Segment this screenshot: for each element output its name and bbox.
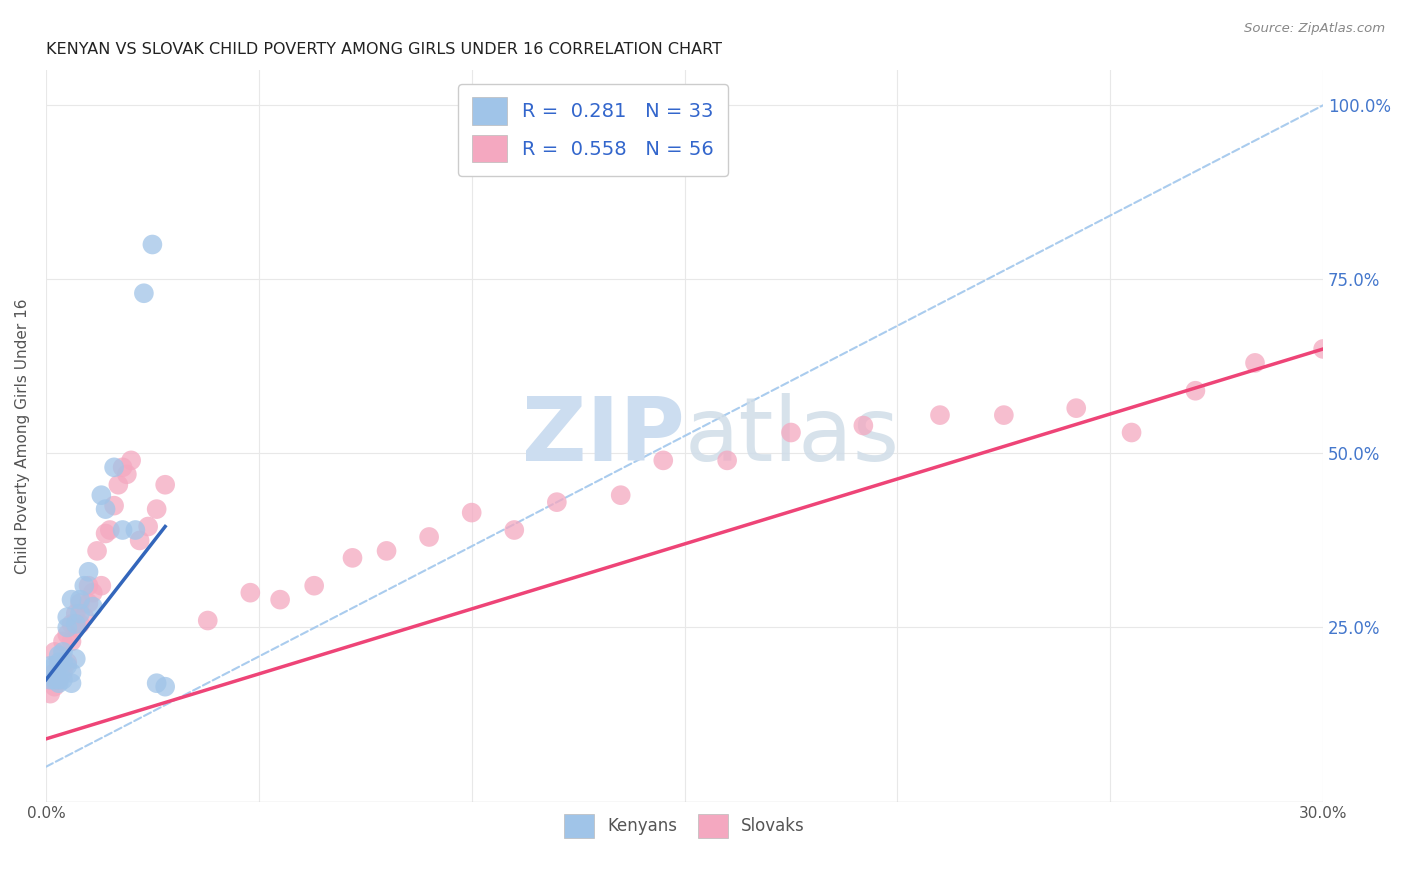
- Point: [60, 676, 83, 690]
- Point: [48, 676, 70, 690]
- Text: atlas: atlas: [685, 392, 900, 480]
- Point: [73, 610, 96, 624]
- Point: [145, 676, 167, 690]
- Point: [94, 526, 117, 541]
- Point: [780, 425, 803, 440]
- Point: [56, 655, 79, 669]
- Point: [69, 617, 91, 632]
- Text: ZIP: ZIP: [522, 392, 685, 480]
- Point: [52, 655, 75, 669]
- Point: [52, 645, 75, 659]
- Point: [269, 592, 291, 607]
- Point: [1121, 425, 1143, 440]
- Point: [342, 550, 364, 565]
- Point: [69, 592, 91, 607]
- Point: [52, 634, 75, 648]
- Point: [460, 506, 482, 520]
- Point: [197, 614, 219, 628]
- Point: [929, 408, 952, 422]
- Point: [60, 592, 83, 607]
- Point: [44, 658, 66, 673]
- Point: [56, 627, 79, 641]
- Point: [107, 477, 129, 491]
- Point: [852, 418, 875, 433]
- Point: [124, 523, 146, 537]
- Point: [145, 502, 167, 516]
- Point: [44, 665, 66, 680]
- Point: [103, 460, 125, 475]
- Point: [302, 579, 325, 593]
- Point: [44, 680, 66, 694]
- Point: [153, 680, 176, 694]
- Point: [103, 499, 125, 513]
- Point: [39, 673, 62, 687]
- Point: [1184, 384, 1206, 398]
- Point: [120, 453, 142, 467]
- Legend: Kenyans, Slovaks: Kenyans, Slovaks: [558, 807, 811, 845]
- Point: [141, 237, 163, 252]
- Point: [39, 658, 62, 673]
- Point: [82, 585, 104, 599]
- Point: [52, 673, 75, 687]
- Point: [1244, 356, 1267, 370]
- Point: [94, 502, 117, 516]
- Point: [90, 579, 112, 593]
- Point: [82, 599, 104, 614]
- Point: [132, 286, 155, 301]
- Point: [98, 523, 121, 537]
- Point: [56, 658, 79, 673]
- Point: [418, 530, 440, 544]
- Point: [86, 544, 108, 558]
- Point: [52, 665, 75, 680]
- Point: [44, 645, 66, 659]
- Point: [128, 533, 150, 548]
- Point: [115, 467, 138, 482]
- Point: [65, 652, 87, 666]
- Point: [44, 673, 66, 687]
- Point: [77, 596, 100, 610]
- Point: [69, 596, 91, 610]
- Point: [48, 658, 70, 673]
- Point: [60, 665, 83, 680]
- Point: [993, 408, 1015, 422]
- Point: [39, 687, 62, 701]
- Point: [69, 607, 91, 621]
- Point: [111, 523, 134, 537]
- Point: [60, 617, 83, 632]
- Point: [48, 673, 70, 687]
- Point: [652, 453, 675, 467]
- Point: [48, 648, 70, 663]
- Text: KENYAN VS SLOVAK CHILD POVERTY AMONG GIRLS UNDER 16 CORRELATION CHART: KENYAN VS SLOVAK CHILD POVERTY AMONG GIR…: [46, 42, 721, 57]
- Point: [56, 620, 79, 634]
- Point: [503, 523, 526, 537]
- Point: [1064, 401, 1087, 416]
- Point: [77, 565, 100, 579]
- Point: [48, 673, 70, 687]
- Point: [56, 610, 79, 624]
- Point: [65, 607, 87, 621]
- Point: [609, 488, 631, 502]
- Point: [1312, 342, 1334, 356]
- Point: [111, 460, 134, 475]
- Point: [716, 453, 738, 467]
- Text: Source: ZipAtlas.com: Source: ZipAtlas.com: [1244, 22, 1385, 36]
- Y-axis label: Child Poverty Among Girls Under 16: Child Poverty Among Girls Under 16: [15, 298, 30, 574]
- Point: [239, 585, 262, 599]
- Point: [90, 488, 112, 502]
- Point: [546, 495, 568, 509]
- Point: [77, 579, 100, 593]
- Point: [60, 634, 83, 648]
- Point: [65, 620, 87, 634]
- Point: [153, 477, 176, 491]
- Point: [48, 655, 70, 669]
- Point: [65, 617, 87, 632]
- Point: [39, 673, 62, 687]
- Point: [136, 519, 159, 533]
- Point: [73, 579, 96, 593]
- Point: [375, 544, 398, 558]
